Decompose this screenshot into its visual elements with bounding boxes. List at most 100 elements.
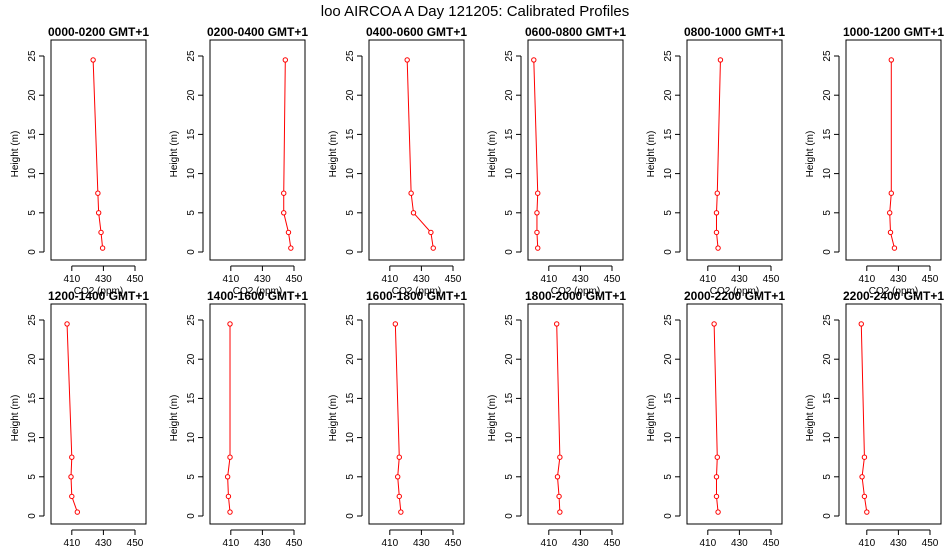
x-tick-label: 450 [445,274,462,285]
y-tick-label: 5 [186,474,197,480]
plot-frame [527,39,624,261]
data-point [714,190,720,196]
y-tick-label: 10 [504,168,515,180]
data-point [556,493,562,500]
x-tick-label: 450 [286,538,303,549]
y-tick-label: 5 [822,474,833,480]
y-tick-label: 25 [345,50,356,62]
y-tick-label: 0 [27,249,38,255]
profile-line [860,323,868,513]
y-axis-label: Height (m) [328,131,339,178]
x-tick-label: 450 [922,538,939,549]
panel-title: 2200-2400 GMT+1 [843,289,944,303]
x-tick-label: 450 [604,274,621,285]
y-tick-label: 10 [822,168,833,180]
panel-title: 2000-2200 GMT+1 [684,289,785,303]
y-tick-label: 20 [345,89,356,101]
data-point [281,210,287,216]
panel: 0000-0200 GMT+1 0 5 10 15 20 25 Height (m) 410 43… [10,25,149,297]
plot-frame [50,303,147,525]
panel: 0400-0600 GMT+1 0 5 10 15 20 25 Height (m) 410 43… [328,25,467,297]
y-tick-label: 10 [186,168,197,180]
profile-line [66,323,78,513]
x-tick-label: 430 [572,538,589,549]
profile-line [556,323,561,513]
profile-line [713,323,719,513]
data-point [430,245,436,251]
y-tick-label: 20 [345,353,356,365]
panel: 1000-1200 GMT+1 0 5 10 15 20 25 Height (m) 410 43… [805,25,944,297]
y-tick-label: 10 [663,168,674,180]
y-tick-label: 25 [663,314,674,326]
data-point [535,245,541,251]
data-point [285,229,292,236]
x-axis-label: CO2 (ppm) [869,286,918,297]
x-tick-label: 410 [540,538,557,549]
data-point [861,454,868,460]
panel: 1600-1800 GMT+1 0 5 10 15 20 25 Height (m) 410 43… [328,289,467,549]
y-tick-label: 10 [822,432,833,444]
profile-line [889,59,895,249]
y-tick-label: 25 [822,50,833,62]
y-axis-label: Height (m) [646,395,657,442]
x-tick-label: 430 [890,538,907,549]
data-point [554,321,560,327]
panel: 0200-0400 GMT+1 0 5 10 15 20 25 Height (m) 410 43… [169,25,308,297]
y-tick-label: 10 [345,432,356,444]
y-tick-label: 5 [663,210,674,216]
data-point [864,509,870,515]
y-tick-label: 15 [822,128,833,140]
panel: 1400-1600 GMT+1 0 5 10 15 20 25 Height (m) 410 43… [169,289,308,549]
plot-frame [368,39,465,261]
x-tick-label: 410 [858,274,875,285]
data-point [531,57,537,63]
y-tick-label: 0 [345,249,356,255]
data-point [227,321,233,327]
y-tick-label: 20 [27,89,38,101]
y-tick-label: 25 [345,314,356,326]
y-tick-label: 10 [27,168,38,180]
y-tick-label: 0 [822,513,833,519]
y-axis-label: Height (m) [328,395,339,442]
data-point [69,493,75,500]
y-tick-label: 0 [504,513,515,519]
data-point [398,509,404,515]
y-tick-label: 20 [822,89,833,101]
y-tick-label: 15 [504,392,515,404]
y-tick-label: 5 [345,210,356,216]
panel-title: 0600-0800 GMT+1 [525,25,626,39]
data-point [90,57,96,63]
x-tick-label: 450 [127,538,144,549]
x-tick-label: 410 [63,538,80,549]
data-point [859,474,865,480]
data-point [557,509,563,515]
y-tick-label: 20 [663,89,674,101]
profile-line [533,59,539,249]
y-tick-label: 20 [504,353,515,365]
y-tick-label: 25 [504,314,515,326]
data-point [888,57,894,63]
x-tick-label: 450 [445,538,462,549]
x-tick-label: 430 [95,274,112,285]
figure-title: loo AIRCOA A Day 121205: Calibrated Prof… [321,3,630,20]
y-axis-label: Height (m) [169,395,180,442]
x-tick-label: 430 [413,538,430,549]
y-tick-label: 5 [663,474,674,480]
x-tick-label: 430 [731,538,748,549]
data-point [227,509,233,515]
panel-title: 1600-1800 GMT+1 [366,289,467,303]
y-tick-label: 25 [186,314,197,326]
data-point [887,229,894,236]
data-point [428,229,434,236]
data-point [408,190,414,196]
data-point [887,210,893,216]
x-tick-label: 410 [381,538,398,549]
y-tick-label: 10 [27,432,38,444]
data-point [713,493,720,500]
panel-title: 0400-0600 GMT+1 [366,25,467,39]
y-axis-label: Height (m) [487,131,498,178]
plot-frame [686,303,783,525]
data-point [557,454,563,460]
y-tick-label: 5 [186,210,197,216]
data-point [404,57,410,63]
